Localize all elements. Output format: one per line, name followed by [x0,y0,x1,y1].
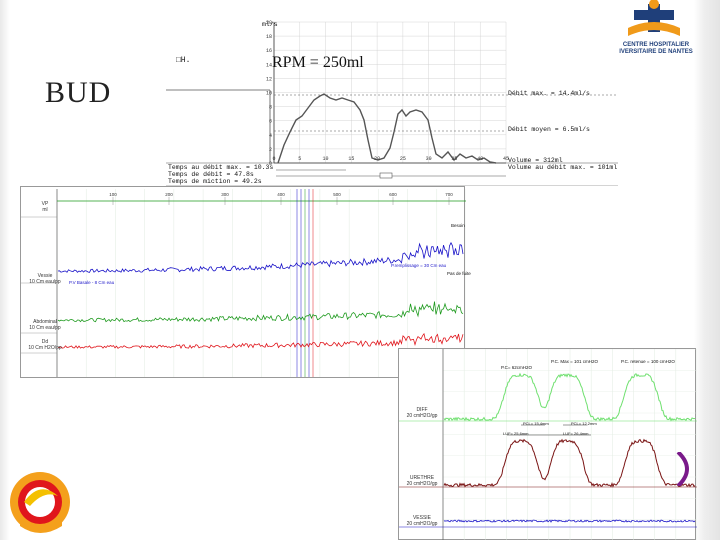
pressure-profile-chart: DIFF 20 cmH2O/gp URETHRE 20 cmH2O/gp VES… [398,348,697,540]
uroflowmetry-x-tick: 30 [426,156,432,162]
uroflowmetry-y-tick: 6 [269,119,272,125]
uroflowmetry-y-tick: 4 [269,133,272,139]
uroflowmetry-y-tick: 8 [269,105,272,111]
uroflowmetry-x-tick: 5 [298,156,301,162]
uroflowmetry-grid [273,21,507,164]
cystometry-channel-abdominal: Abdominal 10 Cm eau/pp [29,319,61,331]
uroflowmetry-x-tick: 35 [451,156,457,162]
temps-de-miction-label: Temps de miction = 49.2s [168,178,262,185]
cystometry-abdominal-trace [57,301,464,323]
cystometry-time-tick: 300 [221,192,229,197]
decorative-arc-icon [676,452,689,486]
uroflowmetry-x-tick: 0 [272,156,275,162]
cystometry-time-tick: 700 [445,192,453,197]
cystometry-time-tick: 200 [165,192,173,197]
peak-label-2: P.C. Max = 101 cmH2O [551,359,599,364]
hospital-logo-icon [628,0,680,36]
peak-label-1: P.C= 62cmH2O [501,365,533,370]
pressure-profile-diff-trace [443,372,696,422]
pressure-profile-plot [399,349,697,540]
hospital-name: CENTRE HOSPITALIER IVERSITAIRE DE NANTES [619,42,693,55]
profile-channel-diff: DIFF 20 cmH2O/gp [406,407,438,419]
pcl-label-2: PCL= 12,2mm [571,421,597,426]
temps-de-debit-label: Temps de débit = 47.8s [168,171,254,178]
debit-max-label: Débit max. = 14.4ml/s [508,90,590,97]
uroflowmetry-x-tick: 20 [374,156,380,162]
slide-title: BUD [45,76,112,109]
uroflowmetry-y-tick: 12 [266,76,272,82]
uroflowmetry-x-tick: 40 [477,156,483,162]
annotation-besoin: Besoin [451,223,465,228]
volume-au-debit-max-label: Volume au débit max. = 101ml [508,164,618,171]
temps-au-debit-max-label: Temps au débit max. = 10.3s [168,164,274,171]
uroflowmetry-y-tick: 16 [266,48,272,54]
bottom-logo-icon [10,472,70,533]
slide-left-shadow [0,0,10,540]
cystometry-detrusor-trace [57,332,464,350]
uroflowmetry-x-tick: 45 [503,156,509,162]
uroflowmetry-x-tick: 10 [323,156,329,162]
cystometry-plot: 100 200 300 400 500 600 700 [21,189,466,377]
cystometry-channel-vessie: Vessie 10 Cm eau/pp [29,273,61,285]
pressure-profile-vessie-trace [443,519,696,523]
annotation-pas-de-fuite: Pas de fuite [447,271,471,276]
pressure-profile-urethre-trace [443,438,696,488]
luf-label-1: LUF= 25,6mm [503,431,529,436]
cystometry-time-ticks: 100 200 300 400 500 600 700 [109,192,453,205]
pressure-profile-brackets [507,424,591,436]
profile-channel-urethre: URETHRE 20 cmH2O/gp [406,475,438,487]
uroflowmetry-x-tick: 25 [400,156,406,162]
uroflowmetry-y-unit: ml/s [262,21,278,28]
debit-moyen-label: Débit moyen = 6.5ml/s [508,126,590,133]
annotation-basal: P.V Basale - 8 Cm eau [69,280,115,285]
uroflowmetry-x-ticks: 0 5 10 15 20 25 30 35 40 45 [272,156,509,162]
rpm-label: RPM = 250ml [272,54,364,71]
uroflowmetry-y-tick: 10 [266,91,272,97]
uroflowmetry-y-tick: 14 [266,62,272,68]
peak-label-3: P.C. retenue = 100 cmH2O [621,359,675,364]
uroflowmetry-header: □H. [176,56,191,65]
annotation-remplissage: P.remplissage = 30 Cm eau [391,263,447,268]
cystometry-time-tick: 100 [109,192,117,197]
uroflowmetry-y-tick: 0 [269,161,272,167]
uroflowmetry-y-tick: 20 [266,20,272,26]
cystometry-channel-vp: VP ml [41,201,49,213]
luf-label-2: LUF= 26,4mm [563,431,589,436]
cystometry-channel-dd: Dd 10 Cm H2O/pp [28,339,62,351]
uroflowmetry-y-tick: 2 [269,147,272,153]
volume-label: Volume = 312ml [508,157,563,164]
uroflowmetry-trace [277,93,497,164]
cystometry-chart: 100 200 300 400 500 600 700 VP ml Vessie 10 Cm… [20,186,471,378]
uroflowmetry-y-tick: 18 [266,34,272,40]
pressure-profile-grid [442,349,697,540]
cystometry-time-tick: 500 [333,192,341,197]
cystometry-event-markers [296,189,314,377]
slide-right-shadow [694,0,720,540]
profile-channel-vessie: VESSIE 20 cmH2O/gp [406,515,438,527]
cystometry-time-tick: 400 [277,192,285,197]
uroflowmetry-chart: 20 18 16 14 12 10 8 6 4 2 0 0 5 10 15 20 25 30 35 40 45 □H.… [166,20,618,186]
cystometry-vessie-trace [57,241,464,273]
cystometry-time-tick: 600 [389,192,397,197]
uroflowmetry-x-tick: 15 [348,156,354,162]
pcl-label-1: PCL= 15,4mm [523,421,549,426]
